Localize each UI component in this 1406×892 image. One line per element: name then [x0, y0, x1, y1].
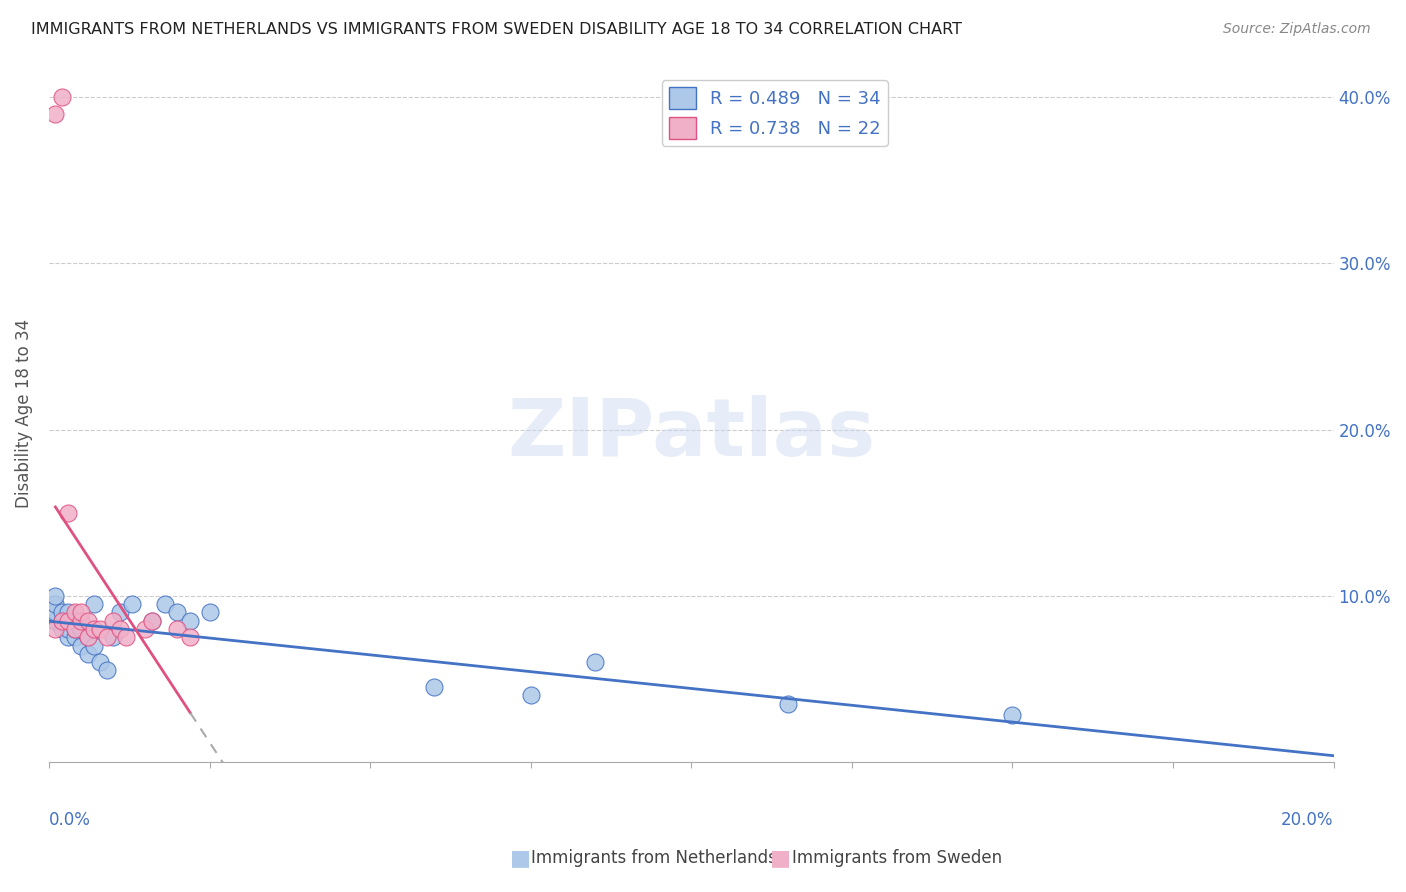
- Point: [423, 680, 446, 694]
- Point: [70, 639, 93, 653]
- Point: [76, 614, 98, 628]
- Point: [70, 622, 93, 636]
- Text: ZIPatlas: ZIPatlas: [508, 395, 876, 473]
- Point: [76, 647, 98, 661]
- Point: [58, 622, 80, 636]
- Point: [166, 622, 188, 636]
- Point: [58, 630, 80, 644]
- Point: [44, 597, 66, 611]
- Point: [1001, 708, 1024, 723]
- Point: [89, 655, 111, 669]
- Point: [44, 622, 66, 636]
- Text: IMMIGRANTS FROM NETHERLANDS VS IMMIGRANTS FROM SWEDEN DISABILITY AGE 18 TO 34 CO: IMMIGRANTS FROM NETHERLANDS VS IMMIGRANT…: [31, 22, 962, 37]
- Point: [108, 622, 131, 636]
- Point: [44, 614, 66, 628]
- Y-axis label: Disability Age 18 to 34: Disability Age 18 to 34: [15, 318, 32, 508]
- Point: [63, 614, 86, 628]
- Point: [96, 664, 118, 678]
- Point: [108, 605, 131, 619]
- Point: [179, 630, 201, 644]
- Point: [51, 622, 73, 636]
- Point: [44, 107, 66, 121]
- Point: [583, 655, 606, 669]
- Point: [89, 622, 111, 636]
- Point: [58, 614, 80, 628]
- Text: Immigrants from Netherlands: Immigrants from Netherlands: [531, 849, 778, 867]
- Point: [103, 630, 125, 644]
- Text: 20.0%: 20.0%: [1281, 811, 1334, 829]
- Point: [83, 639, 105, 653]
- Point: [96, 630, 118, 644]
- Text: ■: ■: [770, 848, 790, 868]
- Point: [51, 90, 73, 104]
- Point: [166, 605, 188, 619]
- Text: Immigrants from Sweden: Immigrants from Sweden: [792, 849, 1001, 867]
- Point: [58, 605, 80, 619]
- Text: ■: ■: [510, 848, 530, 868]
- Point: [198, 605, 221, 619]
- Point: [63, 605, 86, 619]
- Point: [63, 622, 86, 636]
- Point: [76, 630, 98, 644]
- Point: [141, 614, 163, 628]
- Legend: R = 0.489   N = 34, R = 0.738   N = 22: R = 0.489 N = 34, R = 0.738 N = 22: [661, 80, 889, 145]
- Point: [141, 614, 163, 628]
- Point: [51, 614, 73, 628]
- Point: [70, 605, 93, 619]
- Point: [70, 614, 93, 628]
- Point: [121, 597, 143, 611]
- Point: [83, 597, 105, 611]
- Point: [76, 630, 98, 644]
- Text: Source: ZipAtlas.com: Source: ZipAtlas.com: [1223, 22, 1371, 37]
- Point: [83, 622, 105, 636]
- Point: [115, 630, 138, 644]
- Point: [44, 589, 66, 603]
- Point: [776, 697, 799, 711]
- Point: [103, 614, 125, 628]
- Text: 0.0%: 0.0%: [49, 811, 91, 829]
- Point: [58, 506, 80, 520]
- Point: [63, 630, 86, 644]
- Point: [51, 614, 73, 628]
- Point: [63, 622, 86, 636]
- Point: [153, 597, 176, 611]
- Point: [179, 614, 201, 628]
- Point: [44, 605, 66, 619]
- Point: [134, 622, 156, 636]
- Point: [51, 605, 73, 619]
- Point: [519, 689, 541, 703]
